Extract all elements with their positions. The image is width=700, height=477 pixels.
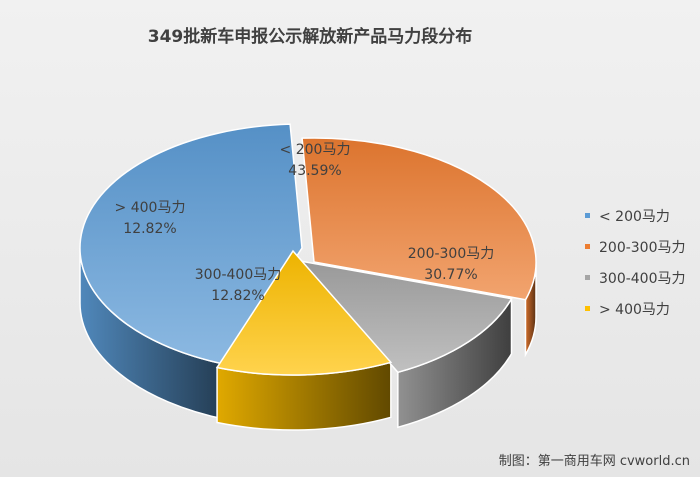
slice-value-0: 43.59% — [288, 163, 341, 179]
legend-item: 300-400马力 — [585, 262, 697, 293]
legend-label: 300-400马力 — [599, 270, 686, 287]
pie-slice-0 — [79, 123, 303, 366]
legend-marker — [585, 306, 590, 311]
slice-label-2: 300-400马力 — [195, 267, 282, 283]
legend-marker — [585, 275, 590, 280]
legend-item: < 200马力 — [585, 200, 697, 231]
slice-label-1: 200-300马力 — [408, 246, 495, 262]
legend: < 200马力 200-300马力 300-400马力 > 400马力 — [585, 200, 697, 324]
slice-value-2: 12.82% — [211, 288, 264, 304]
source-note: 制图：第一商用车网 cvworld.cn — [498, 454, 690, 469]
pie-slice-1 — [301, 137, 537, 301]
legend-marker — [585, 213, 590, 218]
slice-value-3: 12.82% — [123, 221, 176, 237]
pie-slice-2 — [298, 259, 513, 374]
legend-label: 200-300马力 — [599, 239, 686, 256]
legend-item: > 400马力 — [585, 293, 697, 324]
pie-slice-3 — [215, 249, 393, 376]
legend-marker — [585, 244, 590, 249]
legend-label: > 400马力 — [599, 301, 670, 318]
slice-label-3: > 400马力 — [115, 200, 186, 216]
slice-label-0: < 200马力 — [280, 142, 351, 158]
legend-label: < 200马力 — [599, 208, 670, 225]
slice-value-1: 30.77% — [424, 267, 477, 283]
chart-title: 349批新车申报公示解放新产品马力段分布 — [147, 27, 473, 47]
legend-item: 200-300马力 — [585, 231, 697, 262]
